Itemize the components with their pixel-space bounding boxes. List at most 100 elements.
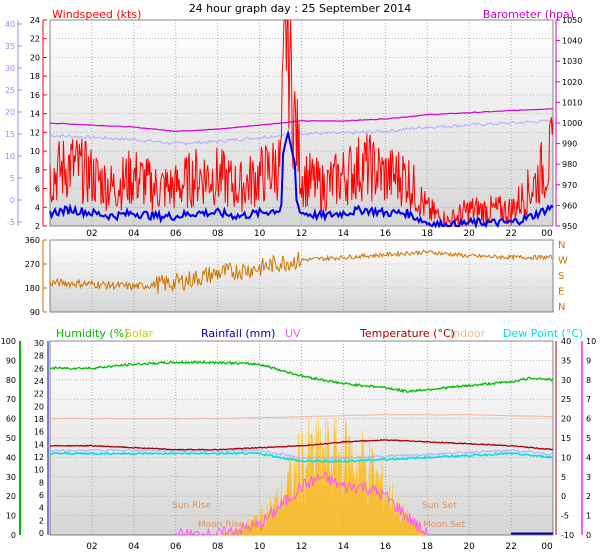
uv-tick-label: 8 xyxy=(586,376,591,385)
x-tick-label: 22 xyxy=(505,542,516,552)
humidity-tick-label: 80 xyxy=(6,376,16,385)
series-line-dewpoint-secondary xyxy=(49,448,554,461)
windspeed-tick-label: 4 xyxy=(35,203,40,212)
windspeed-tick-label: 8 xyxy=(35,166,40,175)
rainfall-tick-label: 0 xyxy=(39,529,44,538)
legend-label-uv: UV xyxy=(285,327,301,340)
outer-left-tick-label: 0 xyxy=(10,196,15,205)
graph-title: 24 hour graph day : 25 September 2014 xyxy=(189,2,412,15)
x-tick-label: 12 xyxy=(296,542,307,552)
rainfall-tick-label: 6 xyxy=(39,491,44,500)
outer-left-tick-label: 25 xyxy=(5,86,15,95)
temperature-tick-label: 5 xyxy=(561,473,566,482)
compass-label: N xyxy=(558,240,565,251)
uv-tick-label: 6 xyxy=(586,415,591,424)
temperature-tick-label: 35 xyxy=(561,356,571,365)
temperature-tick-label: 10 xyxy=(561,453,571,462)
series-line-wind-average xyxy=(49,129,554,230)
uv-tick-label: 10 xyxy=(586,337,596,346)
windspeed-tick-label: 22 xyxy=(30,35,40,44)
environment-panel: Humidity (%)Solar Rainfall (mm) UV Temperat… xyxy=(1,327,596,552)
x-tick-label: 04 xyxy=(128,229,140,239)
x-tick-label: 20 xyxy=(463,229,475,239)
annotation-moon-set: Moon Set xyxy=(423,520,466,530)
temperature-tick-label: 30 xyxy=(561,376,571,385)
series-line-indoor xyxy=(49,413,554,420)
x-tick-label: 06 xyxy=(170,542,182,552)
legend-label-rain: Rainfall (mm) xyxy=(201,327,275,340)
rainfall-tick-label: 30 xyxy=(34,339,44,348)
series-line-barometer xyxy=(49,108,553,133)
x-tick-label: 22 xyxy=(505,229,516,239)
annotation-sun-set: Sun Set xyxy=(422,501,457,511)
outer-left-tick-label: 10 xyxy=(5,152,15,161)
rainfall-tick-label: 20 xyxy=(34,402,44,411)
legend-label-humidity: Humidity (%) xyxy=(56,327,128,340)
barometer-tick-label: 1020 xyxy=(562,78,582,87)
series-line-dewpoint xyxy=(49,451,554,464)
rainfall-tick-label: 12 xyxy=(34,453,44,462)
x-tick-label: 14 xyxy=(338,229,350,239)
x-tick-label: 06 xyxy=(170,229,182,239)
annotation-moon-rise: Moon Rise xyxy=(198,520,245,530)
uv-tick-label: 0 xyxy=(586,531,591,540)
windspeed-tick-label: 12 xyxy=(30,128,40,137)
rainfall-tick-label: 28 xyxy=(34,352,44,361)
wind-barometer-panel: 242220181614121086424035302520151050-510… xyxy=(5,8,583,239)
humidity-tick-label: 90 xyxy=(6,356,16,365)
rainfall-tick-label: 26 xyxy=(34,364,44,373)
outer-left-tick-label: 20 xyxy=(5,108,15,117)
rainfall-tick-label: 24 xyxy=(34,377,44,386)
x-tick-label: 12 xyxy=(296,229,307,239)
temperature-tick-label: 15 xyxy=(561,434,571,443)
legend-label-indoor: Indoor xyxy=(450,327,486,340)
temperature-tick-label: -10 xyxy=(561,531,574,540)
rainfall-tick-label: 16 xyxy=(34,428,44,437)
humidity-tick-label: 40 xyxy=(6,453,16,462)
rainfall-tick-label: 4 xyxy=(39,504,44,513)
compass-label: W xyxy=(558,256,568,267)
series-line-barometer-secondary xyxy=(49,119,554,146)
windspeed-tick-label: 6 xyxy=(35,185,40,194)
temperature-tick-label: 25 xyxy=(561,395,571,404)
windspeed-tick-label: 10 xyxy=(30,147,40,156)
rainfall-tick-label: 18 xyxy=(34,415,44,424)
outer-left-tick-label: -5 xyxy=(7,218,15,227)
barometer-tick-label: 980 xyxy=(562,160,577,169)
barometer-tick-label: 1030 xyxy=(562,57,582,66)
windspeed-axis-title: Windspeed (kts) xyxy=(52,8,141,21)
series-line-wind-direction xyxy=(49,249,553,294)
x-tick-label: 18 xyxy=(422,542,434,552)
rainfall-tick-label: 2 xyxy=(39,516,44,525)
x-tick-label: 10 xyxy=(254,542,266,552)
uv-tick-label: 9 xyxy=(586,356,591,365)
humidity-tick-label: 70 xyxy=(6,395,16,404)
legend-label-solar: Solar xyxy=(125,327,154,340)
humidity-tick-label: 50 xyxy=(6,434,16,443)
rainfall-tick-label: 14 xyxy=(34,440,44,449)
compass-label: E xyxy=(558,287,564,298)
direction-tick-label: 180 xyxy=(25,284,40,293)
uv-tick-label: 7 xyxy=(586,395,591,404)
annotation-sun-rise: Sun Rise xyxy=(172,501,211,511)
windspeed-tick-label: 14 xyxy=(30,110,40,119)
direction-tick-label: 360 xyxy=(25,236,40,245)
uv-tick-label: 4 xyxy=(586,453,591,462)
temperature-tick-label: 0 xyxy=(561,492,566,501)
humidity-tick-label: 20 xyxy=(6,492,16,501)
temperature-tick-label: -5 xyxy=(561,512,569,521)
windspeed-tick-label: 18 xyxy=(30,72,40,81)
x-tick-label: 02 xyxy=(86,542,97,552)
x-tick-label: 18 xyxy=(422,229,434,239)
outer-left-tick-label: 35 xyxy=(5,42,15,51)
direction-tick-label: 270 xyxy=(25,260,40,269)
rainfall-tick-label: 22 xyxy=(34,390,44,399)
x-tick-label: 10 xyxy=(254,229,266,239)
x-tick-label: 02 xyxy=(86,229,97,239)
barometer-tick-label: 960 xyxy=(562,201,577,210)
barometer-tick-label: 990 xyxy=(562,140,577,149)
x-tick-label: 14 xyxy=(338,542,350,552)
windspeed-tick-label: 20 xyxy=(30,53,40,62)
temperature-tick-label: 20 xyxy=(561,415,571,424)
